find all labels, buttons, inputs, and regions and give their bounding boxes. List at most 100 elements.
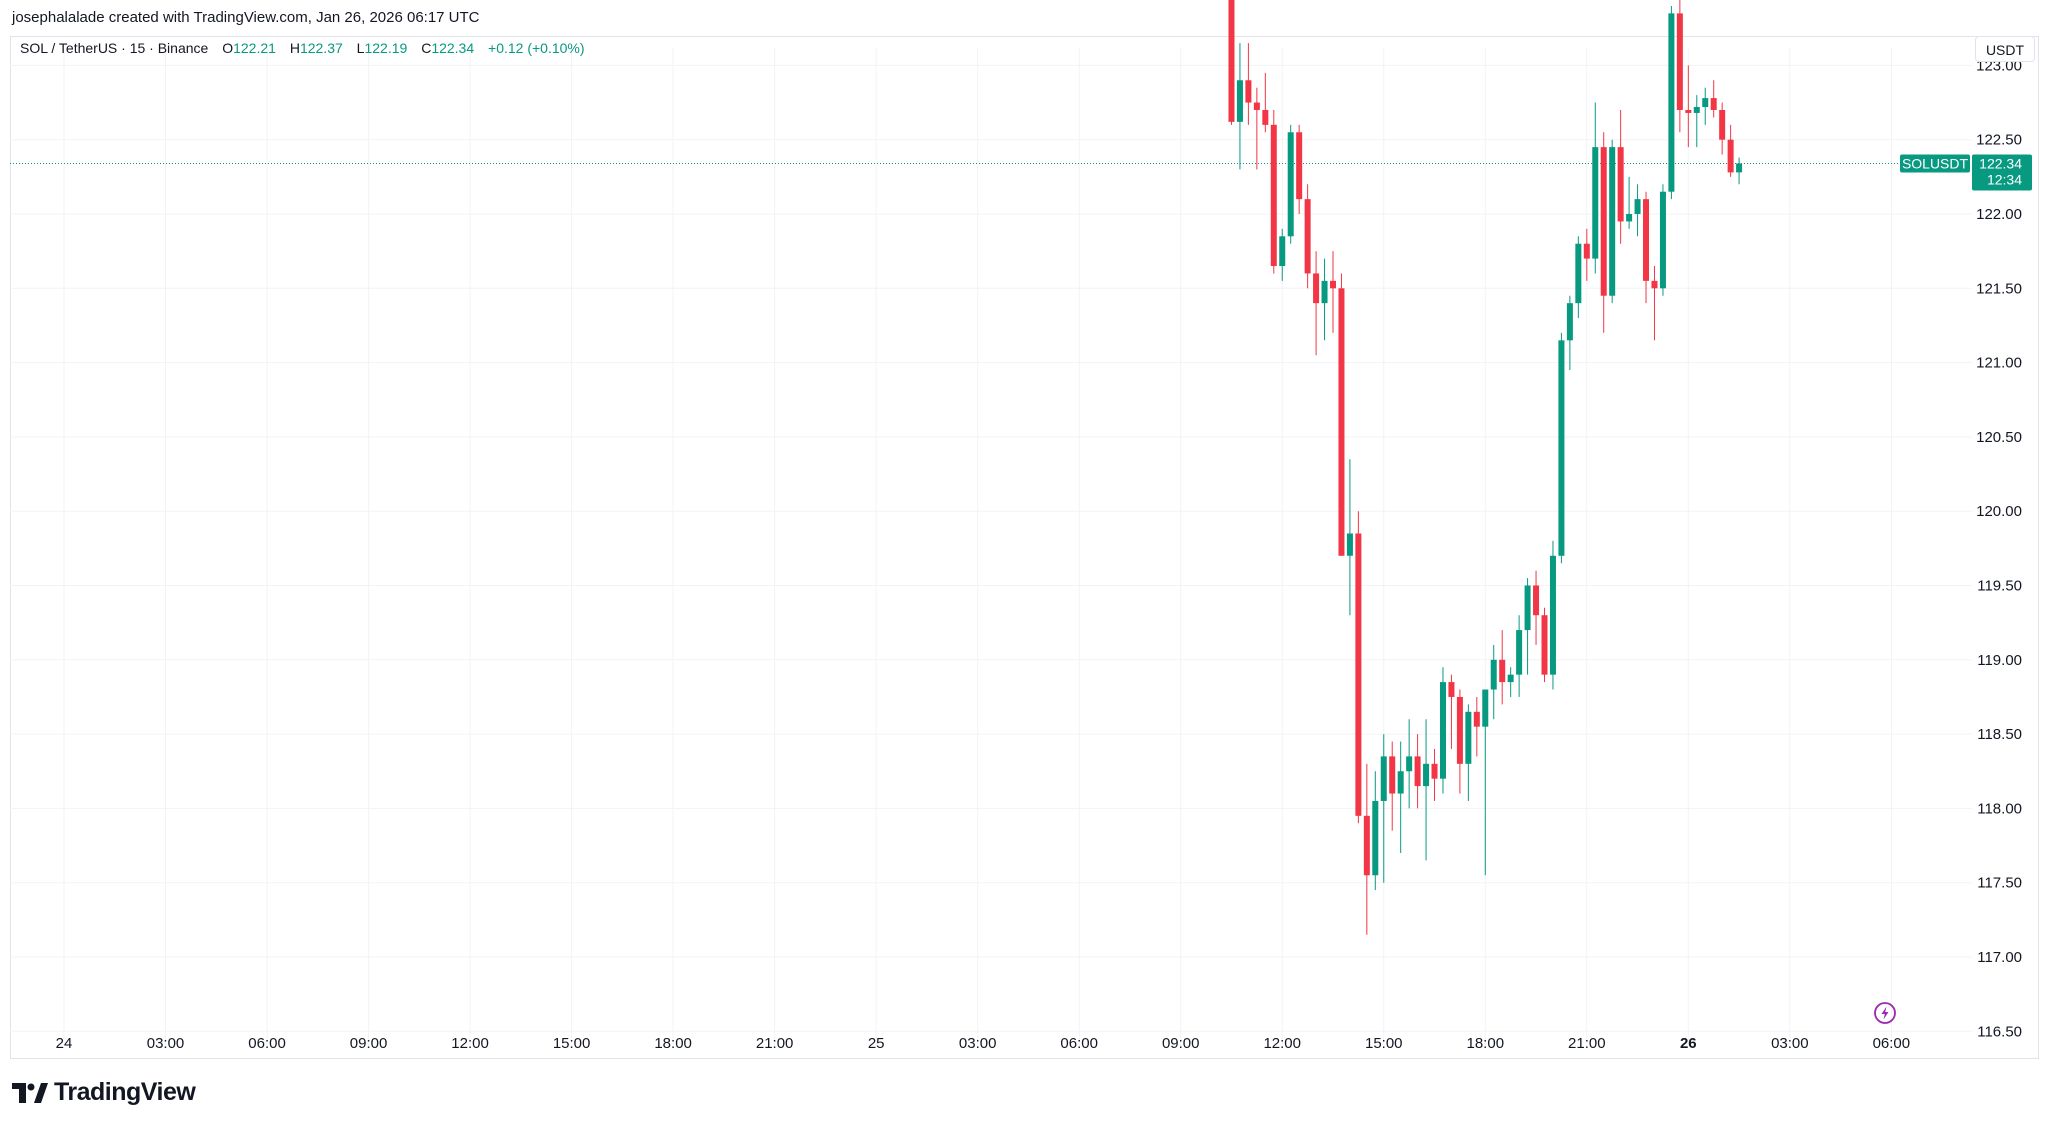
price-tag-symbol: SOLUSDT [1902, 155, 1969, 171]
candle-body [1617, 147, 1624, 222]
time-tick-label: 12:00 [451, 1035, 489, 1052]
candle-body [1304, 199, 1311, 274]
candle [1406, 719, 1413, 809]
candle-body [1516, 630, 1523, 675]
candle [1296, 124, 1303, 214]
legend-close-label: C [421, 40, 432, 56]
candle [1270, 109, 1277, 274]
time-tick-label: 06:00 [1060, 1035, 1098, 1052]
candle-body [1406, 756, 1413, 772]
candle [1279, 228, 1286, 281]
legend-high-label: H [289, 40, 300, 56]
candle-body [1626, 214, 1633, 222]
candle-body [1456, 696, 1463, 764]
price-tick-label: 116.50 [1977, 1023, 2022, 1040]
legend-low-label: L [356, 40, 365, 56]
candle [1668, 5, 1675, 200]
candle-body [1482, 689, 1489, 727]
candle-body [1228, 0, 1235, 122]
legend-high: 122.37 [299, 40, 343, 56]
time-tick-label: 09:00 [1162, 1035, 1200, 1052]
candle-body [1439, 682, 1446, 779]
candle-body [1541, 615, 1548, 675]
candle-body [1296, 132, 1303, 200]
candle [1643, 191, 1650, 304]
time-tick-label: 18:00 [654, 1035, 692, 1052]
price-tick-label: 118.50 [1977, 726, 2022, 743]
symbol-legend[interactable]: SOL / TetherUS · 15 · Binance O122.21 H1… [20, 40, 585, 56]
candle [1719, 102, 1726, 155]
legend-open-label: O [222, 40, 234, 56]
candle-body [1643, 199, 1650, 281]
candle [1431, 748, 1438, 801]
time-tick-label: 15:00 [1365, 1035, 1403, 1052]
currency-button[interactable]: USDT [1975, 36, 2035, 62]
candle [1321, 258, 1328, 341]
candle-body [1609, 147, 1616, 296]
candle [1287, 124, 1294, 244]
candle-body [1693, 107, 1700, 113]
candle [1558, 332, 1565, 564]
candle [1456, 689, 1463, 794]
candle-body [1634, 199, 1641, 214]
chart-frame[interactable] [10, 36, 2039, 1059]
lightning-icon[interactable] [1872, 1000, 1898, 1026]
chart-credit: josephalalade created with TradingView.c… [12, 9, 480, 26]
candle-body [1448, 682, 1455, 697]
candle [1617, 109, 1624, 244]
candle-body [1490, 659, 1497, 690]
price-tick-label: 121.50 [1976, 280, 2022, 297]
candle [1313, 251, 1320, 356]
candle-body [1346, 533, 1353, 556]
candle [1575, 236, 1582, 319]
candle [1245, 43, 1252, 125]
time-tick-label: 15:00 [553, 1035, 591, 1052]
candle [1592, 102, 1599, 274]
time-tick-label: 25 [868, 1035, 885, 1052]
price-tag-symbol-bg [1900, 154, 1970, 173]
price-tag-price: 122.34 [1979, 155, 2022, 171]
candle [1330, 251, 1336, 333]
candle [1346, 459, 1353, 616]
candles [1228, 0, 1743, 935]
candle-body [1600, 147, 1607, 296]
time-tick-label: 09:00 [350, 1035, 388, 1052]
price-chart[interactable]: 116.50 117.00 117.50 118.00 118.50 119.00 119.… [0, 0, 2048, 1070]
candle-body [1321, 280, 1328, 304]
legend-low: 122.19 [364, 40, 408, 56]
price-tick-label: 117.00 [1977, 949, 2022, 966]
price-tick-label: 119.00 [1977, 652, 2022, 669]
candle [1236, 43, 1243, 170]
candle [1702, 87, 1709, 125]
price-tick-label: 120.50 [1976, 429, 2022, 446]
candle [1727, 124, 1734, 177]
price-tick-label: 120.00 [1976, 503, 2022, 520]
time-tick-label: 06:00 [248, 1035, 286, 1052]
price-tick-label: 118.00 [1977, 800, 2022, 817]
time-tick-label: 12:00 [1263, 1035, 1301, 1052]
candle [1685, 65, 1692, 148]
candle [1609, 139, 1616, 304]
time-tick-label: 21:00 [1568, 1035, 1606, 1052]
tradingview-logo[interactable]: TradingView [12, 1078, 196, 1107]
candle-body [1583, 243, 1590, 259]
candle [1499, 630, 1506, 705]
candle-body [1549, 555, 1556, 675]
legend-close: 122.34 [431, 40, 475, 56]
candle-body [1431, 763, 1438, 779]
candle-body [1507, 674, 1514, 683]
candle-body [1338, 288, 1345, 556]
candle-body [1270, 124, 1277, 267]
time-tick-label: 26 [1680, 1035, 1697, 1052]
candle [1253, 87, 1260, 170]
candle-body [1524, 585, 1531, 631]
candle [1693, 95, 1700, 148]
candle-body [1668, 13, 1675, 192]
legend-open: 122.21 [233, 40, 276, 56]
tradingview-logo-text: TradingView [54, 1078, 196, 1106]
candle [1710, 80, 1717, 118]
candle [1338, 273, 1345, 556]
price-tick-label: 117.50 [1977, 875, 2022, 892]
price-tick-label: 122.50 [1976, 132, 2022, 149]
candle [1439, 667, 1446, 794]
